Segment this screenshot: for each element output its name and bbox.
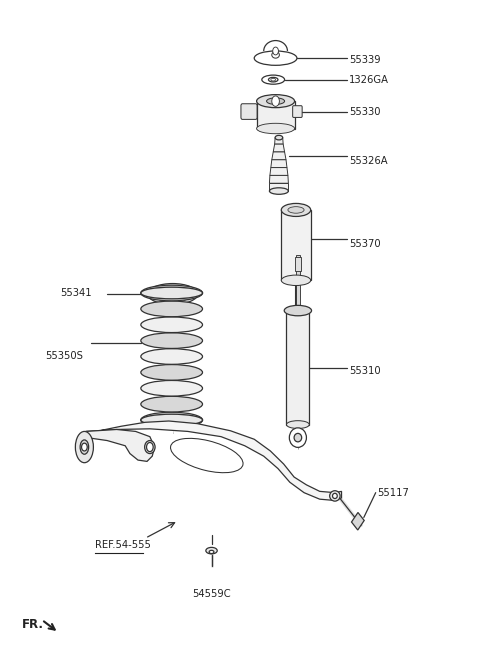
- Ellipse shape: [141, 301, 203, 317]
- Ellipse shape: [289, 428, 306, 447]
- Bar: [296, 255, 300, 311]
- Text: 55330: 55330: [349, 106, 381, 116]
- Ellipse shape: [75, 432, 94, 463]
- Ellipse shape: [275, 135, 283, 140]
- FancyBboxPatch shape: [241, 104, 257, 120]
- Ellipse shape: [262, 75, 285, 84]
- Ellipse shape: [257, 124, 295, 134]
- Ellipse shape: [144, 441, 155, 453]
- Ellipse shape: [333, 493, 337, 499]
- Bar: [281, 210, 311, 281]
- Ellipse shape: [330, 491, 340, 501]
- Polygon shape: [351, 512, 364, 530]
- Circle shape: [272, 96, 279, 106]
- Text: REF.54-555: REF.54-555: [96, 540, 151, 550]
- Ellipse shape: [147, 284, 198, 304]
- Ellipse shape: [141, 285, 203, 301]
- Text: FR.: FR.: [22, 618, 44, 631]
- Ellipse shape: [268, 78, 278, 82]
- Ellipse shape: [141, 349, 203, 365]
- Ellipse shape: [269, 188, 288, 194]
- Ellipse shape: [287, 306, 309, 315]
- Text: 55326A: 55326A: [349, 156, 388, 166]
- Circle shape: [146, 443, 153, 451]
- Ellipse shape: [141, 380, 203, 396]
- Ellipse shape: [294, 434, 301, 442]
- Polygon shape: [270, 168, 288, 175]
- Ellipse shape: [206, 547, 217, 554]
- Ellipse shape: [254, 51, 297, 65]
- Ellipse shape: [288, 207, 304, 213]
- Polygon shape: [272, 152, 286, 160]
- Ellipse shape: [80, 440, 89, 454]
- Ellipse shape: [271, 78, 276, 81]
- Polygon shape: [275, 137, 283, 144]
- Text: 54559C: 54559C: [192, 589, 231, 599]
- Ellipse shape: [272, 52, 279, 58]
- Bar: [295, 257, 301, 271]
- Ellipse shape: [141, 412, 203, 428]
- Ellipse shape: [284, 306, 312, 316]
- Polygon shape: [273, 144, 285, 152]
- Ellipse shape: [141, 333, 203, 348]
- Text: 55350S: 55350S: [46, 351, 84, 361]
- Polygon shape: [271, 160, 287, 168]
- Bar: [257, 101, 295, 129]
- Ellipse shape: [141, 317, 203, 332]
- Ellipse shape: [209, 551, 214, 554]
- Ellipse shape: [257, 95, 295, 108]
- Ellipse shape: [168, 291, 178, 296]
- Polygon shape: [86, 430, 155, 461]
- Ellipse shape: [170, 438, 243, 472]
- Ellipse shape: [281, 275, 311, 286]
- Ellipse shape: [141, 396, 203, 412]
- Ellipse shape: [266, 98, 285, 104]
- Text: 55341: 55341: [60, 288, 91, 298]
- Polygon shape: [269, 183, 288, 191]
- Circle shape: [82, 443, 87, 451]
- Circle shape: [273, 47, 278, 55]
- Text: 55339: 55339: [349, 55, 381, 65]
- Bar: [287, 311, 309, 424]
- Ellipse shape: [141, 365, 203, 380]
- Polygon shape: [86, 421, 342, 501]
- Text: 55117: 55117: [378, 487, 409, 497]
- Text: 1326GA: 1326GA: [349, 75, 389, 85]
- Ellipse shape: [170, 292, 175, 295]
- Ellipse shape: [141, 414, 203, 426]
- Ellipse shape: [281, 204, 311, 216]
- FancyBboxPatch shape: [293, 106, 302, 118]
- Text: 55370: 55370: [349, 238, 381, 249]
- Ellipse shape: [141, 287, 203, 299]
- Ellipse shape: [287, 420, 309, 428]
- Text: 55310: 55310: [349, 366, 381, 376]
- Polygon shape: [269, 175, 288, 183]
